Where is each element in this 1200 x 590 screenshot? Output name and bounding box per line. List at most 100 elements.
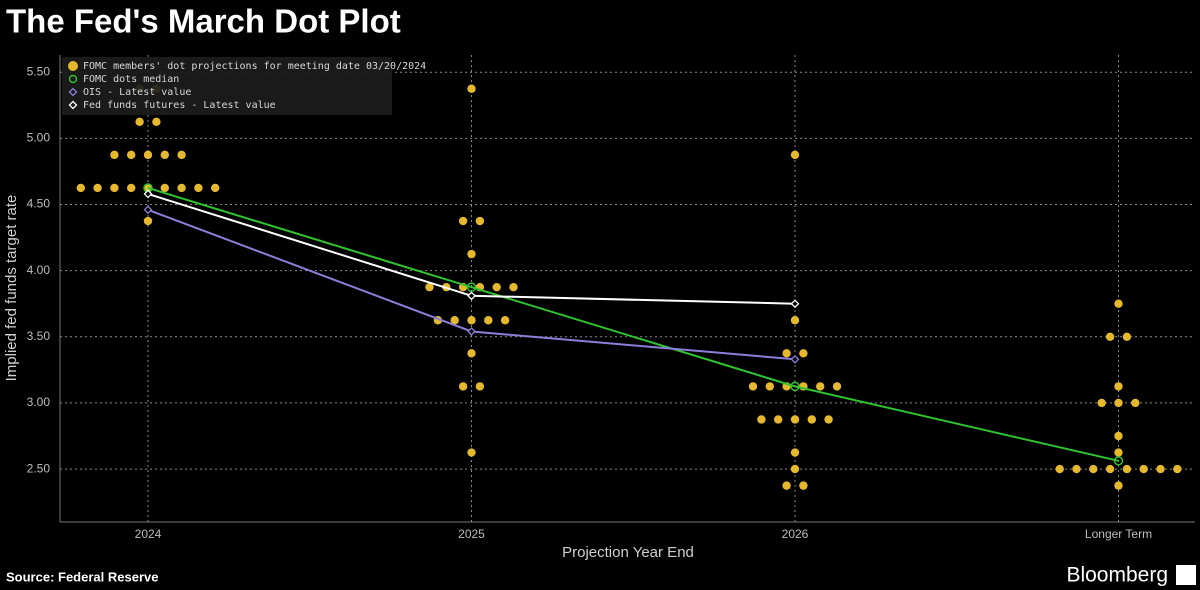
dot (790, 464, 800, 474)
chart-title: The Fed's March Dot Plot (6, 3, 401, 40)
publisher-icon (1176, 565, 1196, 585)
dot (484, 316, 493, 325)
y-tick-label: 5.00 (27, 131, 51, 145)
legend-box (62, 57, 392, 115)
dot (1055, 464, 1064, 474)
dot (1114, 382, 1123, 391)
dot (790, 316, 800, 325)
marker (1113, 456, 1124, 466)
dot (177, 150, 186, 160)
dot (1122, 464, 1132, 474)
dot (135, 117, 144, 127)
dot (1114, 481, 1123, 490)
x-tick-label: Longer Term (1085, 527, 1152, 541)
dot (143, 216, 153, 226)
dot (467, 316, 476, 325)
marker (143, 189, 153, 199)
dot (458, 216, 468, 226)
dot (1131, 398, 1140, 408)
dot (1156, 464, 1165, 474)
dot (152, 117, 161, 127)
dot (475, 216, 485, 226)
legend-marker (68, 61, 78, 71)
dot (782, 349, 791, 358)
dot (509, 282, 518, 292)
dot (1114, 299, 1123, 308)
marker (143, 205, 153, 215)
y-tick-label: 5.50 (27, 64, 51, 78)
dot (1173, 464, 1182, 474)
y-tick-label: 4.50 (27, 197, 51, 211)
x-tick-label: 2024 (135, 527, 162, 541)
y-tick-label: 3.50 (27, 329, 51, 343)
x-tick-label: 2025 (458, 527, 485, 541)
y-tick-label: 2.50 (27, 461, 51, 475)
dot (425, 282, 434, 292)
dot (467, 249, 476, 259)
publisher: Bloomberg (1066, 564, 1168, 587)
dot (799, 349, 808, 358)
legend-marker (68, 74, 78, 84)
dot (807, 415, 816, 424)
dot (467, 448, 476, 457)
dot (467, 349, 476, 358)
dot (127, 150, 136, 160)
dot (790, 150, 800, 160)
legend-marker (68, 87, 78, 97)
dot (127, 183, 136, 193)
dot (475, 382, 485, 391)
series-line (147, 186, 1119, 462)
dot (816, 382, 825, 391)
dot (458, 382, 468, 391)
legend-marker (68, 100, 78, 110)
y-axis-title: Implied fed funds target rate (3, 195, 20, 382)
marker (790, 354, 800, 364)
dot (1114, 448, 1123, 457)
legend-label: OIS - Latest value (83, 87, 191, 98)
dot (748, 382, 758, 391)
y-tick-label: 4.00 (27, 263, 51, 277)
marker (790, 381, 800, 392)
marker (790, 299, 800, 309)
dot (1139, 464, 1148, 474)
legend-label: FOMC members' dot projections for meetin… (83, 61, 426, 72)
dot (467, 84, 476, 93)
dot (790, 415, 800, 424)
dot (194, 183, 203, 193)
legend-label: Fed funds futures - Latest value (83, 100, 276, 111)
dot (757, 415, 766, 424)
dot (450, 316, 459, 325)
dot (1122, 332, 1132, 341)
dot (110, 183, 119, 193)
dot (93, 183, 102, 193)
dot (500, 316, 510, 325)
dot (1114, 431, 1123, 441)
legend-label: FOMC dots median (83, 74, 179, 85)
dot (177, 183, 186, 193)
dot (160, 150, 169, 160)
x-tick-label: 2026 (782, 527, 809, 541)
dot (799, 481, 808, 490)
y-tick-label: 3.00 (27, 395, 51, 409)
dot (1114, 398, 1123, 408)
dot (765, 382, 774, 391)
dot (211, 183, 220, 193)
dot (824, 415, 833, 424)
dot (832, 382, 842, 391)
dot (790, 448, 800, 457)
dot (160, 183, 169, 193)
dot (1097, 398, 1106, 408)
marker (466, 282, 477, 292)
marker (467, 291, 476, 301)
dot (1072, 464, 1081, 474)
dot (774, 415, 783, 424)
dot (76, 183, 86, 193)
dot (492, 282, 501, 292)
dot (143, 150, 153, 160)
dot (782, 481, 791, 490)
dot (110, 150, 119, 160)
dot (1105, 464, 1115, 474)
dot (1089, 464, 1098, 474)
dot (1105, 332, 1115, 341)
marker (467, 327, 476, 336)
